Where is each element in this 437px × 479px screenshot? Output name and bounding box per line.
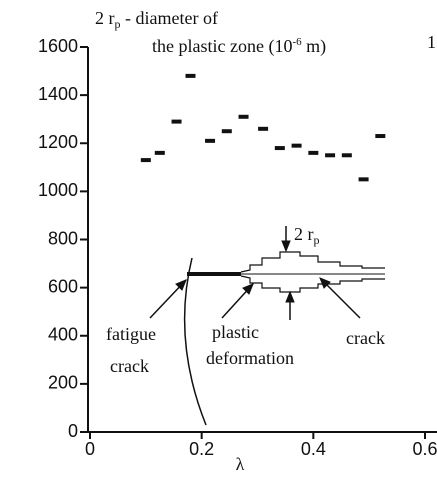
y-tick-label: 1200: [38, 132, 78, 152]
inset-zone-top: [240, 251, 385, 273]
inset-label-text: 2 r: [294, 224, 314, 244]
x-tick-label: 0.2: [189, 439, 214, 459]
inset-label: 2 rp: [294, 224, 320, 247]
annotation-line2: the plastic zone (10-6 m): [152, 36, 326, 58]
inset-zone-bottom: [240, 275, 385, 293]
x-tick-label: 0.4: [301, 439, 326, 459]
y-tick-label: 800: [48, 228, 78, 248]
annotation-subscript: p: [115, 17, 121, 31]
y-tick-label: 0: [68, 421, 78, 441]
arrow-head: [281, 240, 291, 253]
annotation-text: the plastic zone (10: [152, 36, 292, 57]
inset-boundary: [183, 257, 207, 426]
inset-diagram: [149, 226, 385, 426]
x-tick-label: 0.6: [412, 439, 437, 459]
arrow-head: [319, 277, 331, 289]
arrow-head: [285, 290, 295, 303]
inset-label: plastic: [212, 322, 259, 342]
y-tick-label: 200: [48, 373, 78, 393]
annotation-text: - diameter of: [121, 8, 218, 28]
y-tick-label: 600: [48, 276, 78, 296]
inset-label-subscript: p: [314, 233, 320, 247]
y-tick-label: 1400: [38, 84, 78, 104]
annotation-text: 2 r: [95, 8, 115, 28]
annotation-superscript: -6: [292, 36, 302, 48]
x-axis-label: λ: [236, 454, 245, 474]
y-tick-label: 1600: [38, 36, 78, 56]
inset-label: crack: [110, 356, 149, 376]
y-tick-label: 400: [48, 325, 78, 345]
x-tick-label: 0: [85, 439, 95, 459]
annotation-line1: 2 rp - diameter of: [95, 8, 218, 31]
edge-text: 1: [427, 32, 436, 52]
inset-label: fatigue: [106, 324, 156, 344]
arrow-head: [242, 283, 254, 295]
arrow-head: [175, 279, 187, 291]
inset-label: crack: [346, 328, 385, 348]
annotation-text: m): [302, 36, 327, 57]
arrow: [321, 279, 361, 319]
inset-label: deformation: [206, 348, 294, 368]
y-tick-label: 1000: [38, 180, 78, 200]
